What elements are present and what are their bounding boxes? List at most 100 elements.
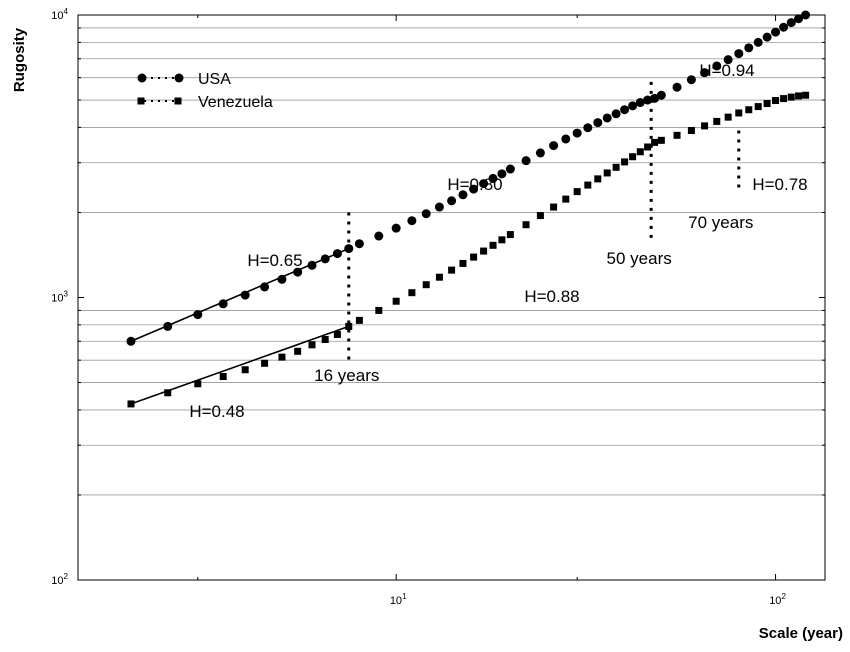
point-venezuela (498, 236, 506, 244)
point-usa (307, 260, 317, 270)
legend: USA Venezuela (137, 71, 273, 111)
point-venezuela (448, 266, 456, 274)
point-usa (193, 310, 203, 320)
legend-label: USA (198, 71, 231, 88)
y-axis-title: Rugosity (11, 27, 28, 92)
segment-label: H=0.78 (752, 175, 807, 194)
point-venezuela (780, 95, 788, 103)
point-usa (628, 101, 638, 111)
point-venezuela (459, 259, 467, 267)
point-venezuela (763, 100, 771, 108)
point-venezuela (584, 181, 592, 189)
point-usa (521, 156, 531, 166)
legend-entry-usa: USA (137, 71, 231, 88)
segment-label: H=0.48 (189, 402, 244, 421)
legend-marker (174, 97, 182, 105)
point-usa (458, 190, 468, 200)
point-usa (407, 216, 417, 226)
point-venezuela (629, 153, 637, 161)
legend-marker (137, 97, 145, 105)
point-venezuela (278, 353, 286, 361)
point-venezuela (408, 289, 416, 297)
point-venezuela (735, 109, 743, 117)
point-usa (421, 209, 431, 219)
point-usa (786, 18, 796, 28)
point-usa (479, 179, 489, 189)
point-venezuela (536, 212, 544, 220)
segment-label: H=0.94 (699, 61, 754, 80)
point-venezuela (550, 203, 558, 211)
point-usa (488, 173, 498, 183)
y-tick-label: 102 (51, 572, 68, 587)
point-usa (240, 290, 250, 300)
point-usa (572, 128, 582, 138)
point-venezuela (489, 241, 497, 249)
point-venezuela (345, 322, 353, 330)
point-venezuela (241, 366, 249, 374)
point-venezuela (573, 188, 581, 196)
breakpoint-label: 70 years (688, 213, 753, 232)
axis-ticks (78, 14, 825, 581)
segment-label: H=0.80 (447, 175, 502, 194)
point-usa (611, 109, 621, 119)
point-venezuela (321, 336, 329, 344)
point-usa (656, 90, 666, 100)
point-usa (753, 37, 763, 47)
point-venezuela (612, 163, 620, 171)
horizontal-gridlines (78, 27, 825, 496)
point-venezuela (522, 221, 530, 229)
point-usa (260, 282, 270, 292)
point-venezuela (745, 106, 753, 114)
point-usa (672, 82, 682, 92)
point-venezuela (506, 231, 514, 239)
point-usa (771, 27, 781, 37)
point-usa (354, 239, 364, 249)
point-usa (391, 223, 401, 233)
point-usa (635, 98, 645, 108)
point-venezuela (651, 138, 659, 146)
point-usa (686, 75, 696, 85)
point-usa (535, 148, 545, 158)
data-markers (126, 10, 811, 408)
point-venezuela (603, 169, 611, 177)
legend-entry-venezuela: Venezuela (137, 94, 273, 111)
point-venezuela (724, 113, 732, 121)
point-venezuela (594, 175, 602, 183)
x-tick-label: 101 (390, 592, 407, 607)
point-usa (593, 118, 603, 128)
point-venezuela (333, 330, 341, 338)
point-venezuela (673, 131, 681, 139)
legend-marker (137, 73, 147, 83)
point-usa (469, 184, 479, 194)
point-usa (794, 14, 804, 24)
point-usa (549, 141, 559, 151)
point-usa (762, 32, 772, 42)
point-venezuela (435, 273, 443, 281)
point-usa (700, 68, 710, 78)
point-venezuela (392, 297, 400, 305)
point-venezuela (562, 195, 570, 203)
x-tick-label: 102 (769, 592, 786, 607)
point-usa (505, 164, 515, 174)
point-usa (602, 113, 612, 123)
point-venezuela (754, 103, 762, 111)
legend-marker (174, 73, 184, 83)
point-venezuela (795, 92, 803, 100)
y-tick-label: 103 (51, 290, 68, 305)
point-usa (583, 123, 593, 133)
point-venezuela (308, 341, 316, 349)
breakpoint-label: 16 years (314, 366, 379, 385)
point-usa (126, 336, 136, 346)
point-venezuela (687, 127, 695, 135)
point-venezuela (772, 97, 780, 105)
point-usa (561, 134, 571, 144)
point-venezuela (164, 389, 172, 397)
point-usa (293, 267, 303, 277)
point-venezuela (713, 117, 721, 125)
point-usa (332, 249, 342, 259)
point-venezuela (261, 359, 269, 367)
point-venezuela (355, 316, 363, 324)
point-venezuela (636, 148, 644, 156)
segment-label: H=0.65 (247, 251, 302, 270)
point-usa (497, 169, 507, 179)
